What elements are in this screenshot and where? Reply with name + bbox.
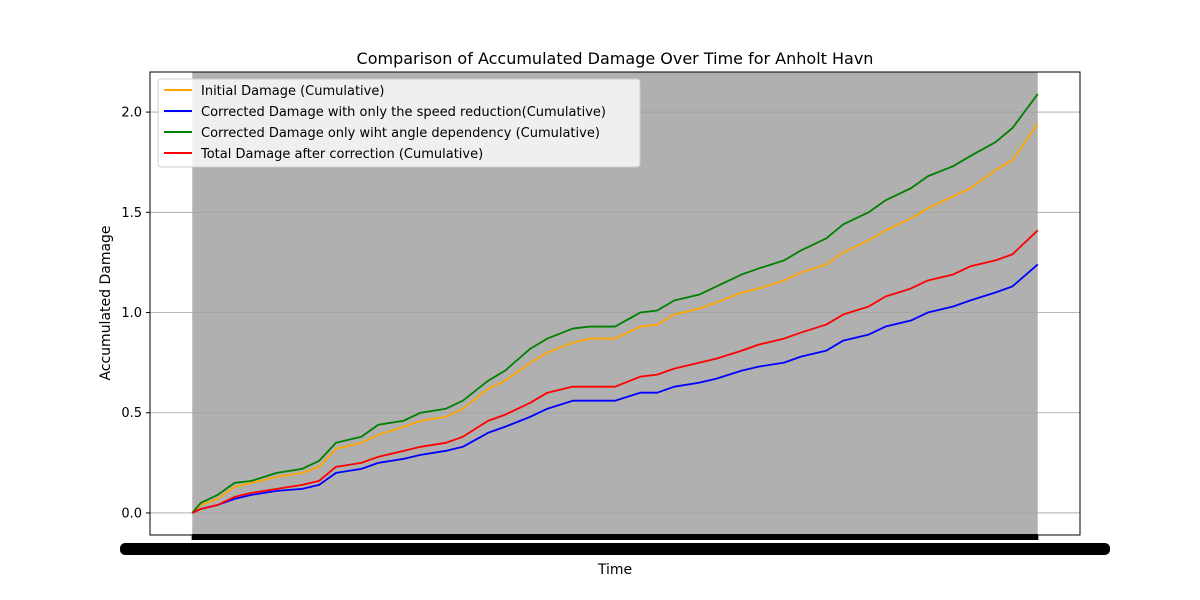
x-tick-band: [192, 534, 1038, 540]
series-line-4: [191, 229, 1039, 514]
series-line-3: [191, 93, 1039, 514]
legend-box: [157, 78, 641, 168]
series-line-2: [191, 263, 1039, 514]
y-axis-label: Accumulated Damage: [98, 225, 114, 380]
legend: Initial Damage (Cumulative) Corrected Dam…: [157, 78, 641, 168]
axes-spines: [149, 71, 1081, 536]
x-axis-label: Time: [597, 562, 632, 578]
y-tick-label: 1.0: [121, 306, 142, 321]
series-line-1: [191, 123, 1039, 514]
legend-label: Corrected Damage only wiht angle depende…: [201, 126, 600, 141]
legend-label: Total Damage after correction (Cumulativ…: [200, 147, 483, 162]
y-tick-label: 2.0: [121, 106, 142, 121]
chart-title: Comparison of Accumulated Damage Over Ti…: [357, 49, 874, 68]
x-tick-labels-band: [120, 543, 1110, 555]
legend-label: Initial Damage (Cumulative): [201, 84, 384, 99]
y-tick-label: 1.5: [121, 206, 142, 221]
y-tick-label: 0.5: [121, 406, 142, 421]
legend-label: Corrected Damage with only the speed red…: [201, 105, 606, 120]
y-tick-label: 0.0: [121, 506, 142, 521]
